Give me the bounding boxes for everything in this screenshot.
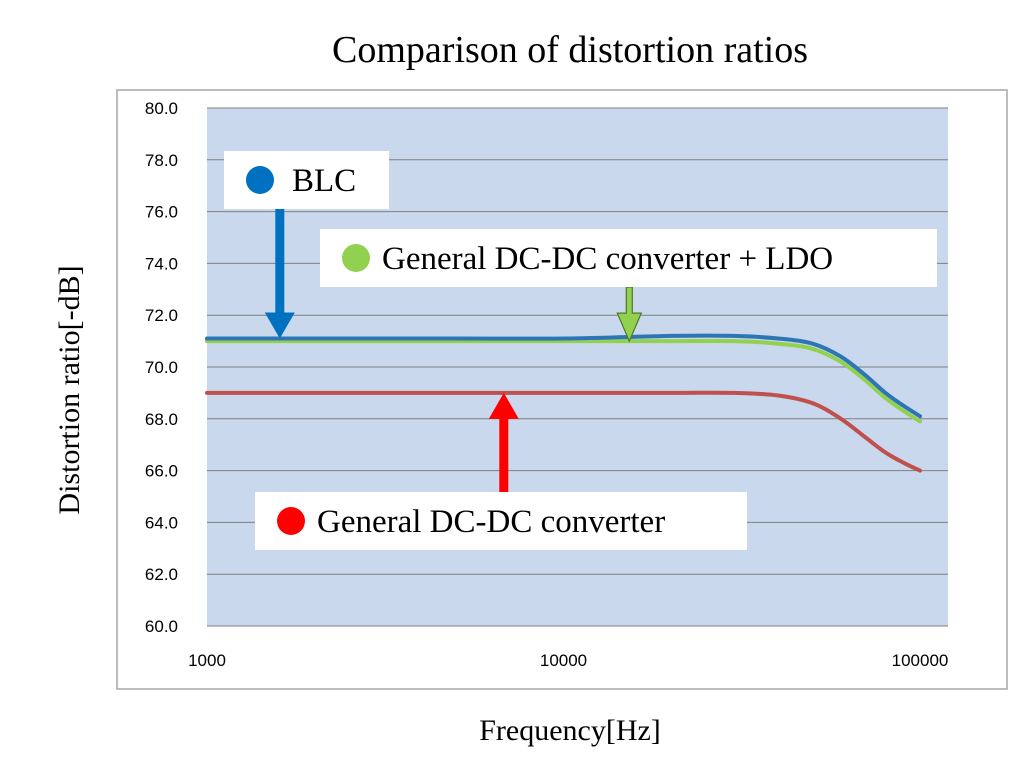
y-tick-label: 60.0: [145, 617, 178, 636]
x-axis-title: Frequency[Hz]: [479, 714, 661, 747]
chart-frame: [116, 89, 1008, 690]
callout-box: [255, 492, 747, 550]
callout-dcdc: General DC-DC converter: [255, 392, 747, 550]
callout-arrow: [488, 392, 519, 492]
y-axis-title: Distortion ratio[-dB]: [53, 265, 86, 514]
series-lines: [205, 333, 922, 473]
x-tick-label: 10000: [540, 651, 587, 670]
y-tick-label: 62.0: [145, 565, 178, 584]
y-tick-label: 72.0: [145, 306, 178, 325]
series-line-dcdc: [205, 390, 922, 473]
legend-dot: [342, 244, 370, 272]
series-line-dcdc-ldo: [205, 338, 922, 424]
callout-arrow: [264, 209, 295, 339]
y-tick-label: 78.0: [145, 151, 178, 170]
legend-dot: [246, 166, 274, 194]
x-tick-label: 100000: [892, 651, 949, 670]
y-tick-label: 68.0: [145, 410, 178, 429]
chart-title: Comparison of distortion ratios: [332, 29, 808, 71]
y-tick-label: 66.0: [145, 462, 178, 481]
callout-dcdc-ldo: General DC-DC converter + LDO: [320, 229, 937, 343]
y-tick-label: 64.0: [145, 513, 178, 532]
x-tick-label: 1000: [188, 651, 226, 670]
legend-dot: [277, 507, 305, 535]
y-tick-label: 74.0: [145, 254, 178, 273]
series-line-blc: [205, 333, 922, 419]
callout-box: [320, 229, 937, 287]
callout-label: General DC-DC converter: [317, 504, 665, 540]
x-tick-labels: 1000 10000 100000: [188, 651, 948, 670]
callout-label: BLC: [292, 163, 356, 199]
callout-arrow: [616, 286, 643, 343]
callouts: BLC General DC-DC converter + LDO General …: [224, 151, 937, 550]
callout-blc: BLC: [224, 151, 389, 339]
y-tick-labels: 60.0 62.0 64.0 66.0 68.0 70.0 72.0 74.0 76.0 78.0…: [145, 99, 178, 636]
y-tick-label: 76.0: [145, 203, 178, 222]
y-tick-label: 80.0: [145, 99, 178, 118]
y-tick-label: 70.0: [145, 358, 178, 377]
callout-label: General DC-DC converter + LDO: [382, 241, 833, 277]
